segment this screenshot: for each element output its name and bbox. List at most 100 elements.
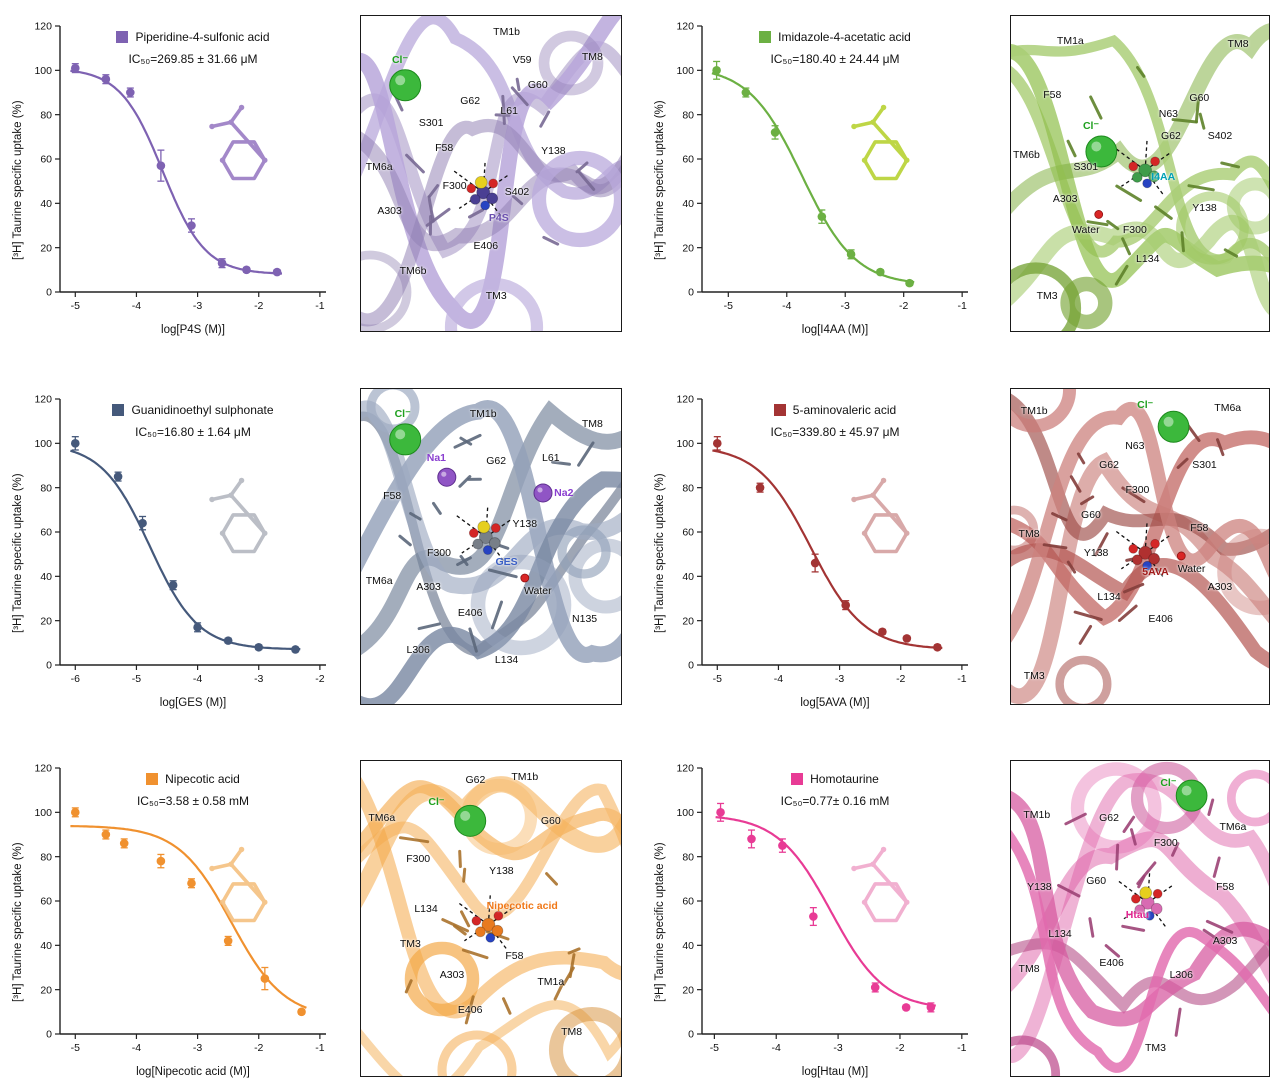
chloride-label: Cl⁻ — [394, 408, 411, 421]
tick-label: 40 — [40, 940, 52, 952]
tick-label: -3 — [254, 673, 263, 685]
tick-label: -3 — [835, 673, 844, 685]
tick-label: 40 — [682, 198, 694, 210]
residue-label: S402 — [1207, 129, 1233, 142]
residue-sticks — [390, 77, 596, 246]
residue-label: S301 — [1073, 161, 1099, 174]
tick-label: 60 — [40, 527, 52, 539]
tick-label: 20 — [682, 615, 694, 627]
tick-label: 0 — [688, 1029, 694, 1041]
tick-label: -5 — [132, 673, 141, 685]
legend-swatch — [791, 773, 804, 785]
tick-label: 80 — [40, 109, 52, 121]
residue-label: F300 — [1122, 224, 1147, 237]
chart-legend: 5-aminovaleric acid — [702, 403, 968, 417]
residue-label: TM1b — [493, 25, 521, 38]
tick-label: 100 — [676, 65, 694, 77]
tick-label: -1 — [957, 673, 966, 685]
tick-label: -5 — [71, 1042, 80, 1054]
residue-label: Y138 — [512, 518, 538, 531]
chloride-label: Cl⁻ — [428, 795, 445, 808]
ic50-label: IC₅₀=16.80 ± 1.64 μM — [135, 425, 251, 439]
molecule-drawing — [209, 477, 268, 554]
residue-label: A303 — [1052, 192, 1078, 205]
ic50-label: IC₅₀=0.77± 0.16 mM — [780, 794, 890, 808]
chloride-ion-sphere — [1085, 135, 1118, 168]
residue-label: N63 — [1158, 107, 1179, 120]
residue-label: L134 — [1097, 590, 1121, 603]
residue-label: G62 — [1161, 129, 1181, 142]
residue-label: G60 — [540, 814, 561, 827]
y-axis-title: [³H] Taurine specific uptake (%) — [654, 100, 666, 260]
sodium-label: Na2 — [554, 486, 574, 499]
chart-panel-nipecotic-acid: 0 20 40 60 80 100 120 -5 -4 -3 -2 -1 Nipecotic acid… — [8, 752, 338, 1082]
residue-label: TM3 — [1144, 1041, 1166, 1054]
tick-label: -5 — [724, 300, 733, 312]
chloride-ion-sphere — [389, 423, 422, 456]
tick-label: 120 — [676, 394, 694, 406]
residue-label: TM8 — [1018, 962, 1040, 975]
residue-label: E406 — [1148, 612, 1173, 625]
residue-label: G60 — [1189, 91, 1210, 104]
tick-label: -2 — [899, 300, 908, 312]
tick-label: -3 — [193, 1042, 202, 1054]
x-axis-title: log[I4AA (M)] — [801, 324, 869, 336]
tick-label: -2 — [895, 1042, 904, 1054]
chloride-ion-sphere — [1175, 779, 1208, 812]
chloride-label: Cl⁻ — [1160, 777, 1177, 790]
sodium-ion-sphere — [533, 483, 553, 503]
ribbon-group — [1011, 23, 1269, 331]
protein-structure-render — [361, 16, 621, 331]
tick-label: -6 — [71, 673, 80, 685]
protein-structure-render — [1011, 23, 1269, 331]
molecule-drawing — [209, 104, 268, 181]
tick-label: 0 — [46, 660, 52, 672]
chart-legend: Piperidine-4-sulfonic acid — [60, 30, 326, 44]
tick-label: -3 — [193, 300, 202, 312]
tick-label: 60 — [682, 527, 694, 539]
residue-label: L134 — [1048, 928, 1072, 941]
chloride-label: Cl⁻ — [1137, 398, 1154, 411]
tick-label: -2 — [315, 673, 324, 685]
chart-legend: Homotaurine — [702, 772, 968, 786]
residue-label: TM3 — [1023, 669, 1045, 682]
dose-response-plot: 0 20 40 60 80 100 120 -5 -4 -3 -2 -1 — [34, 763, 326, 1054]
tick-label: 0 — [46, 1029, 52, 1041]
tick-label: -2 — [896, 673, 905, 685]
residue-label: TM6a — [365, 161, 393, 174]
molecule-structure-icon — [209, 477, 268, 554]
residue-label: L134 — [414, 903, 438, 916]
molecule-drawing — [209, 846, 268, 923]
fit-curve — [715, 816, 936, 1007]
tick-label: 120 — [676, 21, 694, 33]
molecule-structure-icon — [851, 846, 910, 923]
y-axis-title: [³H] Taurine specific uptake (%) — [12, 473, 24, 633]
tick-label: 0 — [688, 660, 694, 672]
axes: 0 20 40 60 80 100 120 -5 -4 -3 -2 -1 — [676, 394, 968, 685]
y-axis-title: [³H] Taurine specific uptake (%) — [654, 842, 666, 1002]
structure-panel-ges: Cl⁻ TM1b TM8 Na1 G62 L61 F58 Na2 Y138 F300 GES TM6a… — [360, 388, 622, 705]
legend-swatch — [116, 31, 129, 43]
y-axis-title: [³H] Taurine specific uptake (%) — [654, 473, 666, 633]
y-axis-title: [³H] Taurine specific uptake (%) — [12, 100, 24, 260]
x-axis-title: log[GES (M)] — [159, 697, 227, 709]
tick-label: -4 — [193, 673, 202, 685]
x-axis-title: log[P4S (M)] — [161, 324, 225, 336]
residue-label: TM1a — [537, 975, 565, 988]
tick-label: 20 — [682, 984, 694, 996]
residue-label: Y138 — [1027, 881, 1052, 893]
legend-swatch — [112, 404, 125, 416]
data-points — [70, 807, 306, 1017]
residue-label: G60 — [1081, 509, 1101, 521]
residue-label: A303 — [439, 969, 465, 982]
ribbon-group — [1011, 761, 1269, 1076]
residue-label: TM6a — [1214, 401, 1242, 414]
tick-label: 100 — [676, 807, 694, 819]
residue-sticks — [1042, 420, 1225, 645]
tick-label: 60 — [682, 154, 694, 166]
x-axis-title: log[Htau (M)] — [801, 1066, 869, 1078]
chloride-label: Cl⁻ — [1082, 120, 1099, 133]
tick-label: 40 — [682, 940, 694, 952]
protein-structure-render — [1011, 389, 1269, 704]
residue-label: TM1b — [469, 408, 497, 421]
